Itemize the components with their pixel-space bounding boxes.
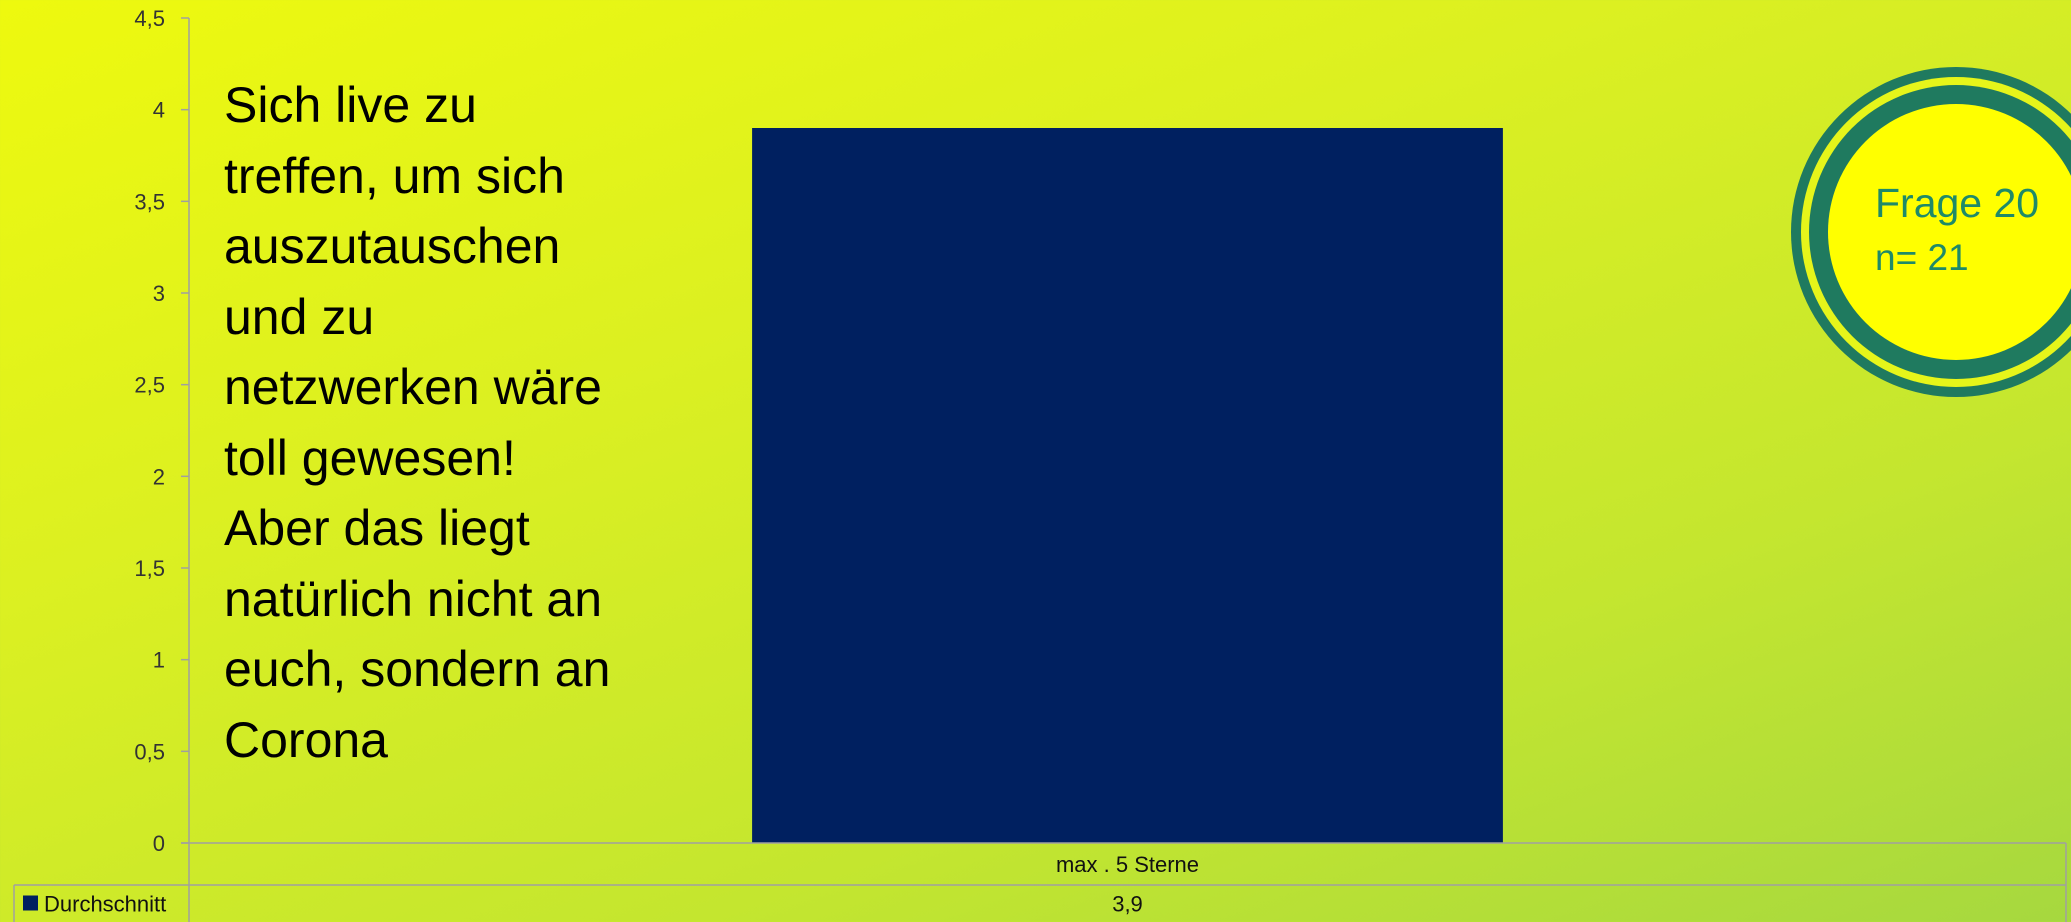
table-value-label: 3,9 <box>1112 892 1143 917</box>
x-category-label: max . 5 Sterne <box>1056 852 1199 877</box>
y-axis: 0 0,5 1 1,5 2 2,5 3 3,5 4 4,5 <box>134 6 190 922</box>
legend-swatch <box>23 895 38 911</box>
bar-series <box>752 128 1503 843</box>
y-tick-label: 4 <box>153 98 165 123</box>
badge-question-number: Frage 20 <box>1875 180 2040 226</box>
bar <box>752 128 1503 843</box>
y-tick-label: 0,5 <box>134 739 165 764</box>
y-tick-label: 2,5 <box>134 373 165 398</box>
badge-sample-size: n= 21 <box>1875 237 1969 278</box>
y-tick-label: 3 <box>153 281 165 306</box>
data-table: max . 5 Sterne Durchschnitt 3,9 <box>13 842 2067 922</box>
y-tick-label: 1,5 <box>134 556 165 581</box>
y-tick-label: 0 <box>153 831 165 856</box>
legend-series-name: Durchschnitt <box>44 892 166 917</box>
comment-quote: Sich live zu treffen, um sich auszutausc… <box>224 77 611 768</box>
y-tick-label: 2 <box>153 464 165 489</box>
y-tick-label: 1 <box>153 648 165 673</box>
y-tick-label: 3,5 <box>134 189 165 214</box>
badge-core <box>1828 104 2071 360</box>
y-tick-label: 4,5 <box>134 6 165 31</box>
question-badge: Frage 20 n= 21 <box>1791 67 2071 397</box>
